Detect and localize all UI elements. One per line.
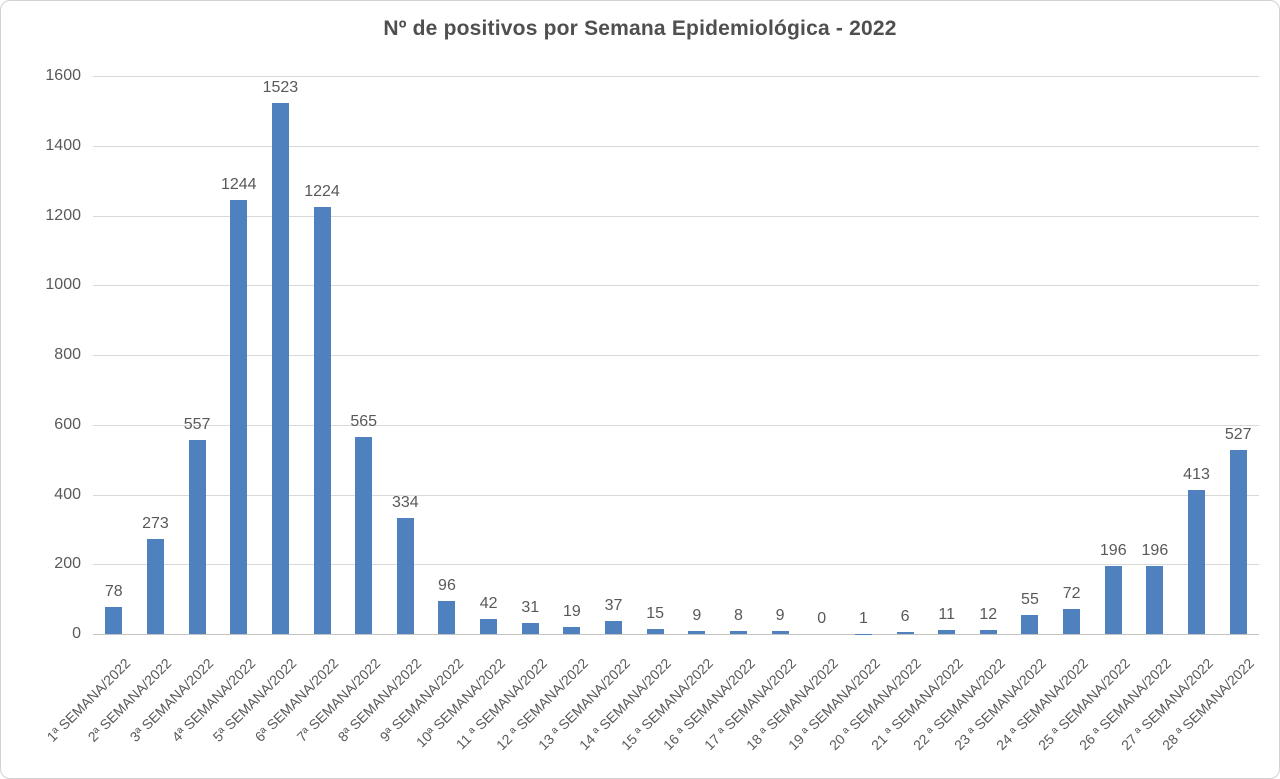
gridline bbox=[93, 355, 1259, 356]
bar-value-label: 1244 bbox=[220, 176, 257, 194]
bar bbox=[605, 621, 623, 634]
bar bbox=[521, 623, 539, 634]
bar-value-label: 9 bbox=[692, 606, 702, 624]
bar-value-label: 19 bbox=[562, 603, 581, 621]
bar-value-label: 273 bbox=[142, 514, 169, 532]
bar bbox=[355, 436, 373, 634]
bar-value-label: 565 bbox=[350, 412, 378, 430]
bar-value-label: 72 bbox=[1062, 584, 1081, 602]
bar bbox=[729, 631, 747, 634]
bar-value-label: 413 bbox=[1183, 465, 1210, 483]
bar bbox=[1146, 565, 1164, 634]
bar-value-label: 334 bbox=[391, 493, 419, 511]
bar bbox=[938, 630, 956, 634]
bar bbox=[979, 629, 997, 634]
bar-value-label: 15 bbox=[646, 604, 665, 622]
bar bbox=[896, 631, 914, 634]
bar-value-label: 6 bbox=[900, 607, 910, 625]
y-tick-label: 1000 bbox=[45, 276, 81, 294]
bar-value-label: 12 bbox=[979, 605, 998, 623]
bar bbox=[563, 627, 581, 634]
bar-value-label: 78 bbox=[104, 582, 123, 600]
bar bbox=[646, 628, 664, 634]
bar bbox=[1188, 489, 1206, 634]
bar-value-label: 0 bbox=[817, 610, 827, 627]
bar bbox=[1021, 614, 1039, 634]
bar-value-label: 1 bbox=[858, 609, 868, 627]
gridline bbox=[93, 215, 1259, 217]
bar bbox=[688, 630, 706, 634]
y-tick-label: 1200 bbox=[45, 206, 81, 224]
y-tick-label: 1400 bbox=[45, 136, 81, 154]
bar bbox=[146, 538, 164, 634]
bar-value-label: 1224 bbox=[304, 183, 340, 201]
bar-value-label: 196 bbox=[1141, 541, 1169, 559]
bar bbox=[396, 517, 414, 634]
bar-value-label: 1523 bbox=[262, 78, 299, 96]
bar-value-label: 42 bbox=[479, 595, 498, 613]
bar bbox=[1229, 450, 1247, 634]
y-tick-label: 400 bbox=[54, 485, 81, 503]
gridline bbox=[93, 145, 1259, 147]
bar-value-label: 11 bbox=[938, 606, 955, 624]
bar-value-label: 31 bbox=[521, 599, 540, 617]
y-tick-label: 1600 bbox=[45, 67, 81, 84]
y-tick-label: 0 bbox=[72, 625, 81, 642]
bar bbox=[438, 600, 456, 634]
chart-title: Nº de positivos por Semana Epidemiológic… bbox=[383, 17, 897, 40]
bar-value-label: 96 bbox=[438, 576, 456, 594]
y-tick-label: 200 bbox=[54, 555, 81, 573]
bar-value-label: 557 bbox=[183, 415, 211, 433]
gridline bbox=[93, 76, 1259, 77]
bar bbox=[1104, 565, 1122, 634]
bar bbox=[1063, 608, 1081, 634]
bar bbox=[271, 102, 289, 634]
bar bbox=[105, 606, 123, 634]
bar bbox=[313, 207, 331, 634]
y-tick-label: 600 bbox=[54, 415, 81, 433]
gridline bbox=[93, 564, 1259, 566]
x-axis-line bbox=[93, 634, 1259, 635]
bar bbox=[480, 619, 498, 634]
bar-value-label: 55 bbox=[1021, 590, 1039, 608]
bar bbox=[771, 630, 789, 634]
bar-value-label: 527 bbox=[1224, 426, 1252, 444]
bar-value-label: 37 bbox=[604, 597, 623, 615]
bar-value-label: 196 bbox=[1099, 541, 1127, 559]
gridline bbox=[93, 494, 1259, 496]
bar-value-label: 9 bbox=[775, 606, 785, 624]
gridline bbox=[93, 285, 1259, 287]
gridline bbox=[93, 424, 1259, 426]
bar-value-label: 8 bbox=[734, 607, 743, 625]
bar bbox=[230, 200, 248, 634]
bar bbox=[188, 439, 206, 634]
y-tick-label: 800 bbox=[54, 346, 81, 363]
